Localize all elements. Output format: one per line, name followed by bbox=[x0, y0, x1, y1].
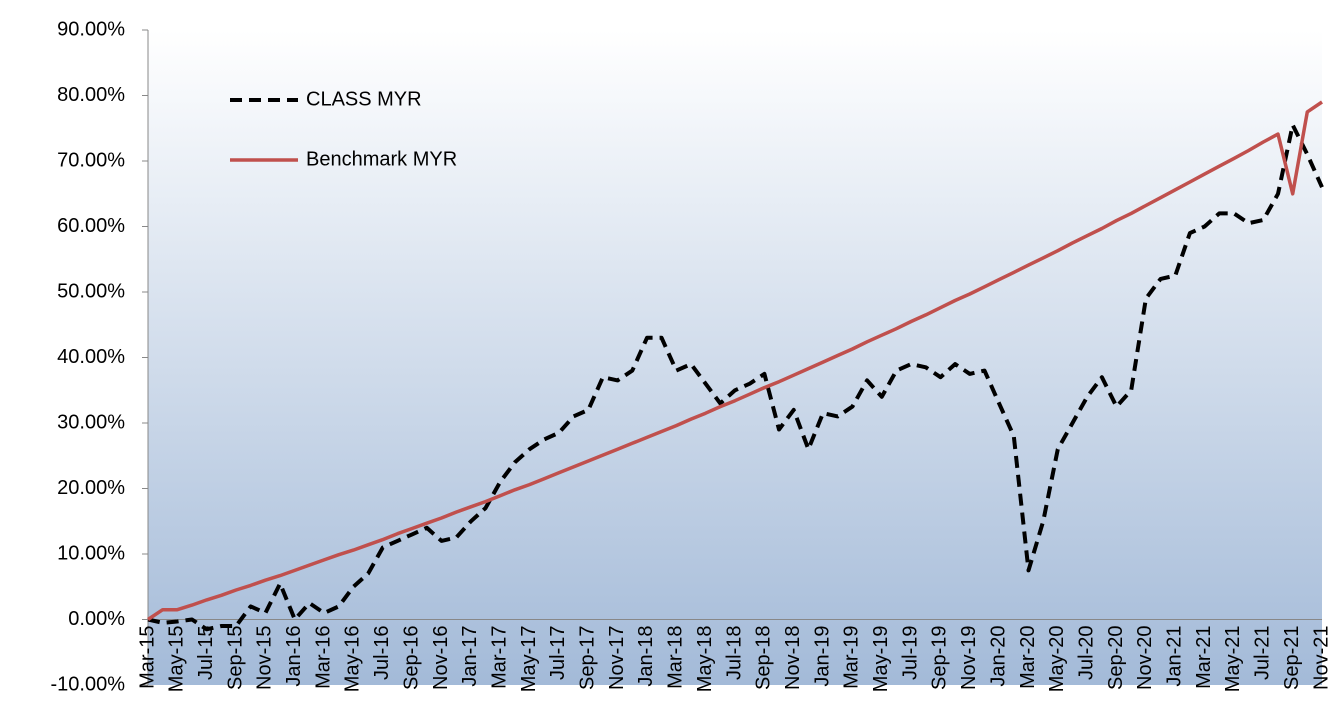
x-tick-label: Nov-21 bbox=[1310, 626, 1332, 690]
plot-area bbox=[148, 30, 1322, 685]
x-tick-label: Jan-17 bbox=[459, 626, 481, 687]
x-tick-label: Mar-15 bbox=[136, 626, 158, 689]
x-tick-label: Jan-16 bbox=[283, 626, 305, 687]
x-tick-label: Sep-17 bbox=[577, 626, 599, 691]
x-tick-label: Nov-20 bbox=[1134, 626, 1156, 690]
x-tick-label: Mar-17 bbox=[488, 626, 510, 689]
x-tick-label: Mar-20 bbox=[1017, 626, 1039, 689]
x-tick-label: Jul-17 bbox=[547, 626, 569, 680]
x-tick-label: Jul-18 bbox=[723, 626, 745, 680]
x-tick-label: Mar-19 bbox=[841, 626, 863, 689]
y-tick-label: 80.00% bbox=[57, 84, 125, 106]
x-tick-label: May-16 bbox=[342, 626, 364, 693]
x-tick-label: Jan-20 bbox=[987, 626, 1009, 687]
x-tick-label: Nov-18 bbox=[782, 626, 804, 690]
x-tick-label: Jul-16 bbox=[371, 626, 393, 680]
y-tick-label: 90.00% bbox=[57, 18, 125, 40]
y-tick-label: -10.00% bbox=[51, 673, 126, 695]
x-tick-label: Jan-19 bbox=[811, 626, 833, 687]
y-tick-label: 50.00% bbox=[57, 280, 125, 302]
x-tick-label: Nov-17 bbox=[606, 626, 628, 690]
legend-label: CLASS MYR bbox=[306, 88, 422, 110]
x-tick-label: Sep-21 bbox=[1281, 626, 1303, 691]
x-tick-label: Nov-19 bbox=[958, 626, 980, 690]
x-tick-label: May-15 bbox=[166, 626, 188, 693]
x-tick-label: Jan-21 bbox=[1164, 626, 1186, 687]
x-tick-label: Mar-21 bbox=[1193, 626, 1215, 689]
y-tick-label: 20.00% bbox=[57, 477, 125, 499]
x-tick-label: May-17 bbox=[518, 626, 540, 693]
x-tick-label: Mar-18 bbox=[665, 626, 687, 689]
x-tick-label: Nov-16 bbox=[430, 626, 452, 690]
y-tick-label: 70.00% bbox=[57, 149, 125, 171]
x-tick-label: Sep-18 bbox=[753, 626, 775, 691]
x-tick-label: Jul-15 bbox=[195, 626, 217, 680]
y-tick-label: 30.00% bbox=[57, 411, 125, 433]
x-tick-label: Sep-15 bbox=[224, 626, 246, 691]
x-tick-label: May-20 bbox=[1046, 626, 1068, 693]
x-tick-label: Mar-16 bbox=[312, 626, 334, 689]
x-tick-label: May-19 bbox=[870, 626, 892, 693]
line-series bbox=[147, 100, 1323, 621]
x-tick-label: Sep-16 bbox=[400, 626, 422, 691]
y-tick-label: 60.00% bbox=[57, 215, 125, 237]
y-tick-label: 0.00% bbox=[68, 608, 125, 630]
x-tick-label: Nov-15 bbox=[254, 626, 276, 690]
x-tick-label: Jul-21 bbox=[1252, 626, 1274, 680]
x-tick-label: Sep-19 bbox=[929, 626, 951, 691]
x-tick-label: Jul-19 bbox=[899, 626, 921, 680]
x-tick-label: Sep-20 bbox=[1105, 626, 1127, 691]
y-tick-label: 40.00% bbox=[57, 346, 125, 368]
x-tick-label: May-18 bbox=[694, 626, 716, 693]
x-tick-label: Jan-18 bbox=[635, 626, 657, 687]
y-tick-label: 10.00% bbox=[57, 542, 125, 564]
x-tick-label: May-21 bbox=[1222, 626, 1244, 693]
x-tick-label: Jul-20 bbox=[1075, 626, 1097, 680]
legend-label: Benchmark MYR bbox=[306, 148, 457, 170]
line-series bbox=[147, 123, 1324, 632]
